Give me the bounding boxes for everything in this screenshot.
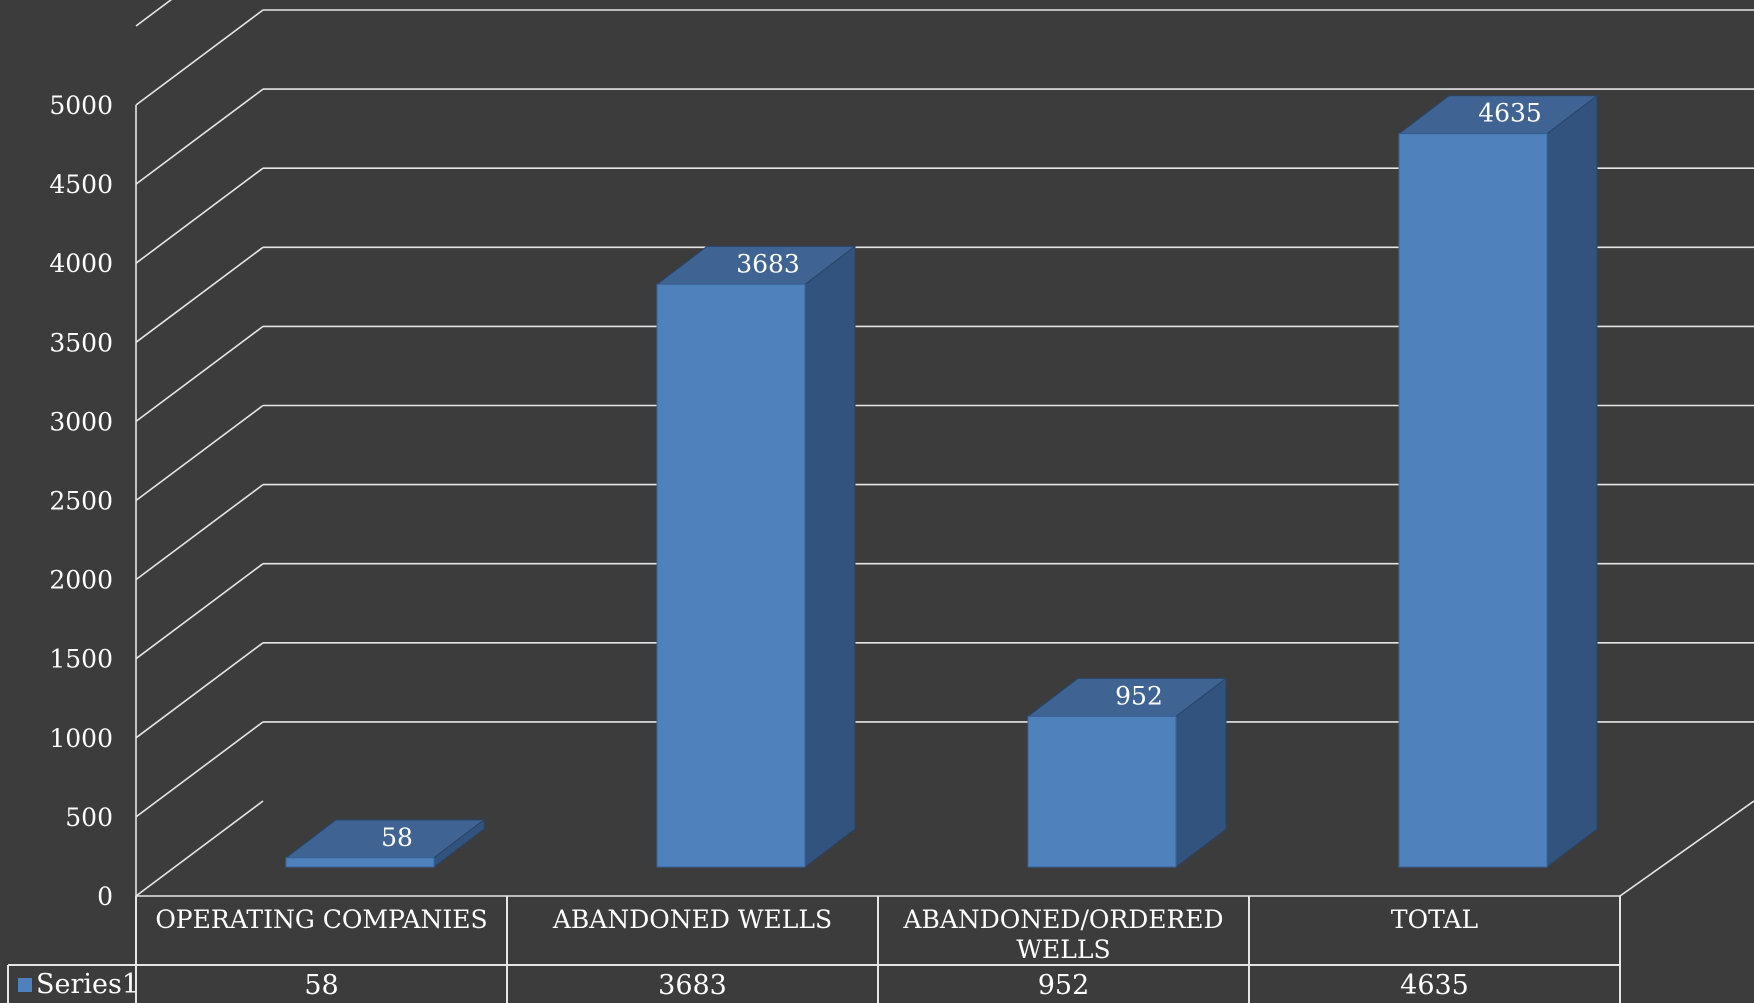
y-tick-label: 500 xyxy=(65,803,113,832)
gridline-diagonal xyxy=(135,800,264,897)
gridline-diagonal xyxy=(135,167,264,264)
legend-swatch xyxy=(18,978,32,992)
gridline-diagonal xyxy=(135,721,264,818)
y-axis-ticks: 0 500 1000 1500 2000 2500 3000 3500 4000 4500 5000 xyxy=(49,91,113,911)
table-value: 4635 xyxy=(1400,970,1469,1001)
y-tick-label: 2000 xyxy=(49,566,113,595)
category-label: ABANDONED WELLS xyxy=(552,905,832,934)
gridline-diagonal xyxy=(135,563,264,660)
floor-edge xyxy=(1619,800,1754,897)
table-value: 952 xyxy=(1038,970,1090,1001)
bar-side-face xyxy=(804,245,856,869)
data-label: 3683 xyxy=(736,249,800,278)
gridline-diagonal xyxy=(135,0,173,27)
y-tick-label: 5000 xyxy=(49,91,113,120)
y-tick-label: 3000 xyxy=(49,407,113,436)
bar xyxy=(1397,94,1599,869)
data-labels: 58 3683 952 4635 xyxy=(381,99,1542,852)
gridline-diagonal xyxy=(135,325,264,423)
bar-front-face xyxy=(1027,715,1177,868)
gridline-diagonal xyxy=(135,483,264,581)
category-label: ABANDONED/ORDERED xyxy=(902,905,1223,934)
gridline-diagonal xyxy=(135,246,264,343)
data-label: 58 xyxy=(381,823,413,852)
data-label: 4635 xyxy=(1478,99,1542,128)
y-tick-label: 3500 xyxy=(49,328,113,357)
category-label: WELLS xyxy=(1016,935,1110,964)
gridline-diagonal xyxy=(135,88,264,185)
bar-front-face xyxy=(285,857,435,868)
y-tick-label: 0 xyxy=(97,882,113,911)
legend-series-name: Series1 xyxy=(36,969,139,1000)
y-tick-label: 2500 xyxy=(49,487,113,516)
bar xyxy=(284,818,486,869)
category-label: OPERATING COMPANIES xyxy=(155,905,487,934)
bar-side-face xyxy=(1546,94,1598,869)
bar xyxy=(655,245,857,869)
gridline-diagonal xyxy=(135,642,264,739)
y-tick-label: 1000 xyxy=(49,724,113,753)
gridline-diagonal xyxy=(135,9,264,106)
data-table: OPERATING COMPANIES ABANDONED WELLS ABANDO… xyxy=(7,896,1621,1003)
bar-front-face xyxy=(656,283,806,868)
y-tick-label: 4000 xyxy=(49,249,113,278)
gridline-diagonal xyxy=(135,404,264,502)
data-label: 952 xyxy=(1115,681,1163,710)
table-value: 58 xyxy=(304,970,338,1001)
category-label: TOTAL xyxy=(1391,905,1478,934)
bar-front-face xyxy=(1398,133,1548,868)
bars xyxy=(284,94,1599,869)
y-tick-label: 4500 xyxy=(49,170,113,199)
table-value: 3683 xyxy=(658,970,727,1001)
bar xyxy=(1026,677,1228,869)
y-tick-label: 1500 xyxy=(49,645,113,674)
